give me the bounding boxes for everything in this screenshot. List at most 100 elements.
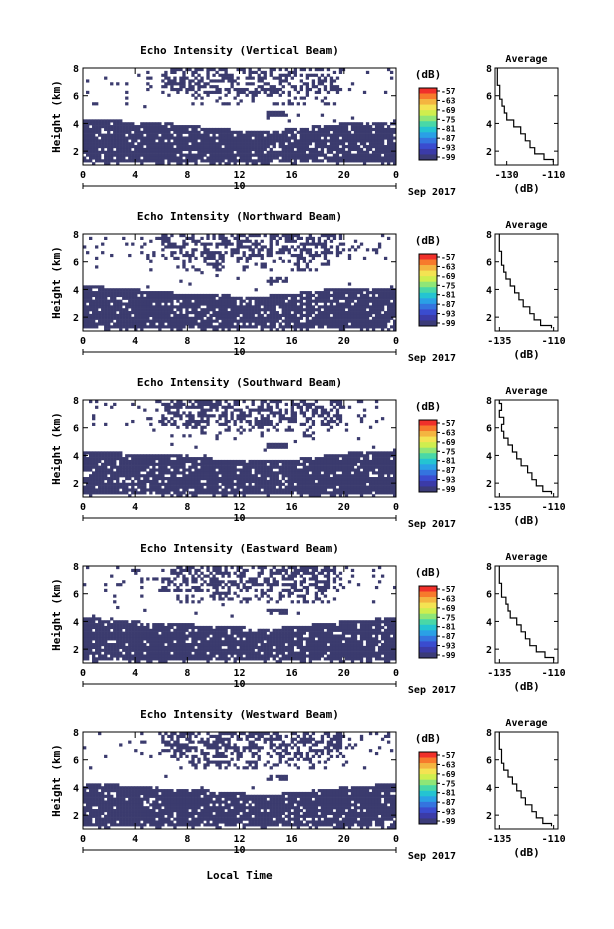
heatmap-cell (89, 491, 93, 495)
heatmap-cell (116, 82, 120, 86)
heatmap-cell (245, 147, 249, 152)
heatmap-cell (203, 328, 207, 332)
heatmap-cell (332, 485, 337, 489)
heatmap-cell (386, 139, 391, 143)
heatmap-cell (200, 474, 204, 478)
heatmap-cell (350, 465, 355, 469)
heatmap-cell (191, 159, 195, 163)
heatmap-cell (323, 488, 328, 492)
heatmap-cell (323, 79, 328, 83)
heatmap-cell (263, 408, 267, 412)
heatmap-cell (356, 485, 361, 489)
heatmap-cell (191, 479, 195, 484)
heatmap-cell (89, 462, 93, 466)
heatmap-cell (116, 305, 120, 309)
heatmap-cell (209, 414, 213, 418)
heatmap-cell (152, 299, 156, 303)
heatmap-cell (182, 459, 186, 464)
heatmap-cell (155, 311, 159, 315)
heatmap-cell (119, 491, 123, 495)
heatmap-cell (248, 153, 252, 157)
heatmap-cell (365, 488, 370, 492)
heatmap-cell (182, 153, 186, 157)
heatmap-cell (203, 457, 207, 461)
heatmap-cell (284, 248, 288, 252)
heatmap-cell (95, 474, 99, 478)
heatmap-cell (269, 474, 273, 478)
heatmap-cell (311, 462, 316, 466)
heatmap-cell (158, 311, 162, 315)
heatmap-cell (227, 162, 231, 166)
heatmap-cell (92, 139, 96, 143)
heatmap-cell (260, 419, 264, 424)
heatmap-cell (308, 402, 313, 406)
heatmap-cell (266, 139, 270, 143)
heatmap-cell (293, 417, 297, 421)
heatmap-cell (167, 296, 171, 300)
heatmap-cell (236, 482, 240, 486)
heatmap-cell (104, 471, 108, 475)
heatmap-cell (203, 454, 207, 458)
heatmap-cell (113, 491, 117, 495)
average-y-tick-label: 2 (486, 147, 492, 158)
heatmap-cell (347, 477, 352, 481)
heatmap-cell (107, 139, 111, 143)
heatmap-cell (392, 130, 397, 134)
heatmap-cell (158, 465, 162, 469)
heatmap-cell (155, 491, 159, 495)
heatmap-cell (182, 477, 186, 481)
heatmap-cell (332, 419, 337, 424)
heatmap-cell (320, 316, 325, 320)
heatmap-cell (110, 319, 114, 323)
heatmap-cell (194, 248, 198, 252)
heatmap-cell (164, 127, 168, 132)
heatmap-cell (203, 150, 207, 154)
heatmap-cell (239, 145, 243, 149)
heatmap-cell (317, 153, 322, 157)
heatmap-cell (227, 79, 231, 83)
heatmap-cell (269, 313, 273, 318)
heatmap-cell (83, 150, 87, 154)
heatmap-cell (116, 127, 120, 132)
heatmap-cell (185, 145, 189, 149)
heatmap-cell (338, 400, 343, 404)
heatmap-cell (158, 156, 162, 160)
heatmap-cell (206, 400, 210, 404)
heatmap-cell (134, 328, 138, 332)
heatmap-cell (164, 296, 168, 300)
heatmap-cell (323, 234, 328, 238)
heatmap-cell (224, 70, 228, 74)
heatmap-cell (368, 465, 373, 469)
heatmap-cell (155, 130, 159, 134)
heatmap-cell (146, 159, 150, 163)
heatmap-cell (149, 156, 153, 160)
heatmap-cell (164, 313, 168, 318)
heatmap-cell (335, 468, 340, 472)
heatmap-cell (167, 405, 171, 409)
heatmap-cell (167, 291, 171, 295)
heatmap-cell (281, 296, 285, 300)
heatmap-cell (173, 142, 177, 146)
heatmap-cell (260, 145, 264, 149)
heatmap-cell (290, 145, 294, 149)
heatmap-cell (230, 73, 234, 77)
heatmap-cell (230, 159, 234, 163)
heatmap-cell (242, 459, 246, 464)
heatmap-cell (326, 491, 331, 495)
heatmap-cell (227, 87, 231, 92)
heatmap-cell (386, 308, 391, 312)
heatmap-cell (194, 313, 198, 318)
heatmap-cell (308, 87, 313, 92)
heatmap-cell (221, 465, 225, 469)
heatmap-cell (191, 93, 195, 97)
heatmap-cell (188, 302, 192, 306)
heatmap-cell (194, 305, 198, 309)
heatmap-cell (308, 156, 313, 160)
heatmap-cell (101, 147, 105, 152)
heatmap-cell (317, 127, 322, 132)
heatmap-cell (347, 457, 352, 461)
heatmap-cell (227, 153, 231, 157)
heatmap-cell (104, 328, 108, 332)
heatmap-cell (299, 87, 303, 92)
heatmap-cell (281, 153, 285, 157)
